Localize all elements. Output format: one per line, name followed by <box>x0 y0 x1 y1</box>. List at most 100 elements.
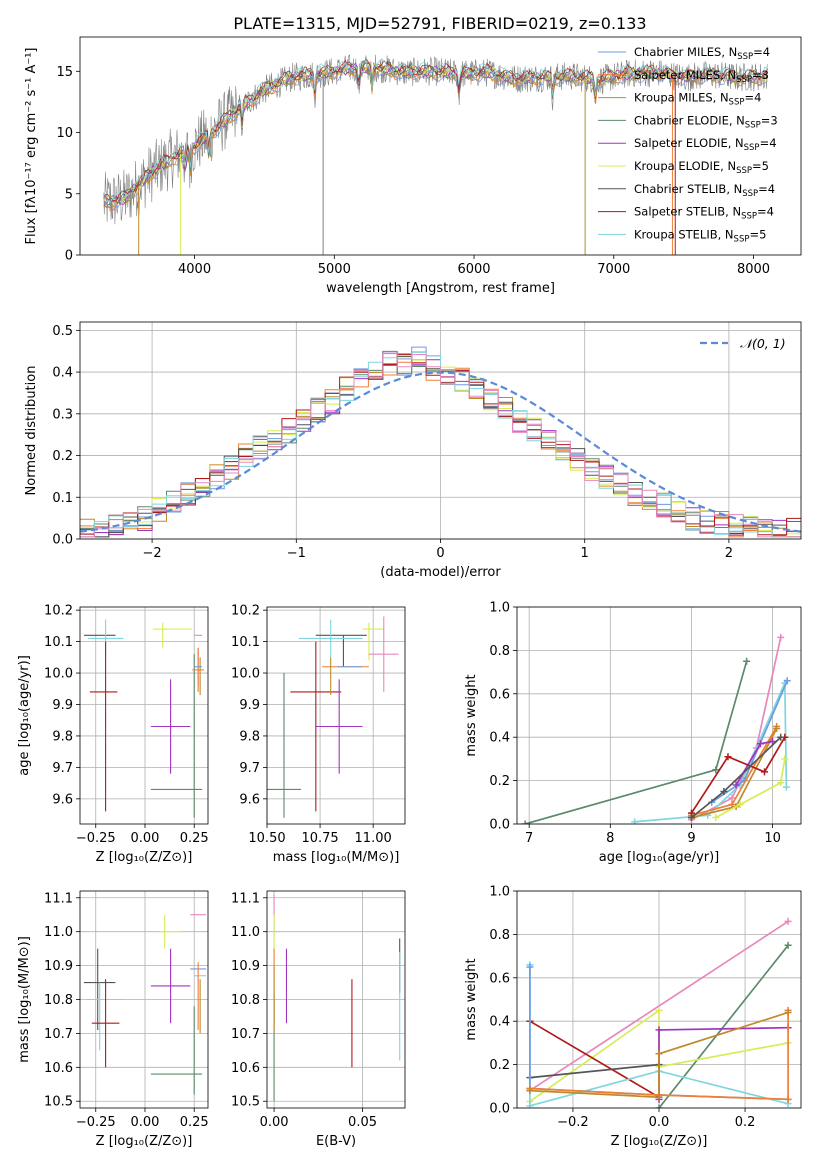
x-tick-label: 0.00 <box>131 831 160 846</box>
y-tick-label: 11.1 <box>44 891 73 906</box>
weight-line-chabrier-stelib <box>529 1063 660 1079</box>
x-tick-label: 10 <box>764 831 781 846</box>
x-tick-label: −0.25 <box>76 831 116 846</box>
spectrum-title: PLATE=1315, MJD=52791, FIBERID=0219, z=0… <box>233 14 646 33</box>
model-spectrum-kroupa-miles <box>103 64 768 209</box>
x-tick-label: 6000 <box>457 262 490 277</box>
y-tick-label: 0.2 <box>489 774 510 789</box>
x-axis-label: (data-model)/error <box>380 565 501 580</box>
legend-label-subscript: SSP <box>744 143 760 153</box>
y-tick-label: 10.1 <box>231 635 260 650</box>
hist-legend: 𝒩(0, 1) <box>700 336 786 351</box>
legend-label: Kroupa STELIB, NSSP=5 <box>634 227 766 244</box>
grid-ageZ <box>80 607 208 824</box>
chart-ageMass: 10.50 10.75 11.00 9.6 9.7 9.8 9.9 10.0 10.1 10.2 m… <box>231 604 406 865</box>
legend-label-text: Chabrier MILES, N <box>634 45 737 59</box>
weight-marker <box>521 820 529 824</box>
weight-line-kroupa-miles <box>529 1011 789 1099</box>
plot-area-ageMass <box>267 616 399 818</box>
x-axis-label: mass [log₁₀(M/M⊙)] <box>273 850 400 865</box>
weight-marker <box>631 818 639 824</box>
x-tick-label: 5000 <box>318 262 351 277</box>
x-tick-label: 1 <box>581 546 589 561</box>
axes-massEBV: 0.00 0.05 10.5 10.6 10.7 10.8 10.9 11.0 11.1 E(B-… <box>231 890 406 1149</box>
x-tick-label: −1 <box>287 546 306 561</box>
legend-label-nssp: =4 <box>758 182 775 196</box>
y-tick-label: 10.0 <box>231 667 260 682</box>
axes-frame-ageMass <box>266 606 406 825</box>
x-tick-label: 0.05 <box>348 1115 377 1130</box>
chart-massZ: −0.25 0.00 0.25 10.5 10.6 10.7 10.8 10.9 11.0 11.… <box>17 890 209 1149</box>
y-tick-label: 10.9 <box>44 959 73 974</box>
weight-marker <box>743 657 751 665</box>
legend-label-nssp: =5 <box>749 227 766 241</box>
plot-area-massZ <box>83 914 207 1095</box>
y-axis-label: mass [log₁₀(M/M⊙)] <box>17 936 32 1063</box>
weight-marker <box>687 813 695 821</box>
axes-frame-massEBV <box>266 890 406 1109</box>
x-axis-label: age [log₁₀(age/yr)] <box>599 850 720 865</box>
y-tick-label: 0.5 <box>52 324 73 339</box>
model-spectrum-salpeter-stelib <box>103 59 768 203</box>
y-tick-label: 9.9 <box>239 698 260 713</box>
data-spectrum <box>103 54 768 225</box>
weight-marker <box>777 779 785 787</box>
weight-marker <box>712 813 720 821</box>
y-axis-label: Normed distribution <box>24 366 39 496</box>
x-axis-label: Z [log₁₀(Z/Z⊙)] <box>611 1134 708 1149</box>
y-tick-label: 1.0 <box>489 885 510 900</box>
x-axis-label: Z [log₁₀(Z/Z⊙)] <box>96 850 193 865</box>
legend-label-subscript: SSP <box>736 166 752 176</box>
y-tick-label: 0.2 <box>489 1058 510 1073</box>
weight-marker <box>784 941 792 949</box>
legend-label-nssp: =3 <box>752 68 769 82</box>
axes-massZ: −0.25 0.00 0.25 10.5 10.6 10.7 10.8 10.9 11.0 11.… <box>17 890 209 1149</box>
weight-line-chabrier-elodie <box>658 944 789 1108</box>
y-tick-label: 10.1 <box>44 635 73 650</box>
y-tick-label: 9.6 <box>52 792 73 807</box>
weight-marker <box>655 1006 663 1014</box>
legend-label-text: Chabrier ELODIE, N <box>634 113 745 127</box>
y-tick-label: 10.2 <box>44 604 73 619</box>
histogram-extra <box>80 353 801 538</box>
legend-label-subscript: SSP <box>745 120 761 130</box>
plot-area-wAge <box>521 633 791 824</box>
weight-marker <box>526 1102 534 1108</box>
x-axis-label: E(B-V) <box>316 1134 356 1149</box>
weight-marker <box>728 794 736 802</box>
y-tick-label: 9.7 <box>52 761 73 776</box>
weight-marker <box>724 753 732 761</box>
chart-ageZ: −0.25 0.00 0.25 9.6 9.7 9.8 9.9 10.0 10.1 10.2 Z [… <box>17 604 209 865</box>
weight-marker <box>655 1050 663 1058</box>
axes-hist: −2 −1 0 1 2 0.0 0.1 0.2 0.3 0.4 0.5 (data-model)/er… <box>24 321 802 580</box>
weight-marker <box>782 783 790 791</box>
weight-line-salpeter-miles <box>529 1010 789 1101</box>
x-tick-label: −2 <box>143 546 162 561</box>
legend-label: Chabrier STELIB, NSSP=4 <box>634 182 775 199</box>
y-tick-label: 0.6 <box>489 687 510 702</box>
axes-frame-spectrum <box>79 36 802 256</box>
x-tick-label: 0.0 <box>649 1115 670 1130</box>
legend-label-nssp: =3 <box>761 113 778 127</box>
weight-line-extra <box>529 920 789 1092</box>
y-tick-label: 9.8 <box>239 729 260 744</box>
weight-marker <box>720 787 728 795</box>
y-tick-label: 10.6 <box>44 1061 73 1076</box>
legend-label: Chabrier ELODIE, NSSP=3 <box>634 113 778 130</box>
x-tick-label: −0.2 <box>557 1115 589 1130</box>
x-tick-label: 2 <box>725 546 733 561</box>
weight-marker <box>781 755 789 763</box>
y-tick-label: 9.8 <box>52 729 73 744</box>
legend-label: Kroupa ELODIE, NSSP=5 <box>634 159 769 176</box>
y-axis-label: mass weight <box>464 674 479 756</box>
x-tick-label: 0 <box>436 546 444 561</box>
legend-label-subscript: SSP <box>741 212 757 222</box>
x-tick-label: 10.75 <box>301 831 338 846</box>
y-tick-label: 11.0 <box>44 925 73 940</box>
weight-marker <box>756 740 764 748</box>
legend-label: Salpeter MILES, NSSP=3 <box>634 68 769 85</box>
legend-label-nssp: =4 <box>760 136 777 150</box>
x-tick-label: 11.00 <box>355 831 392 846</box>
y-tick-label: 10.9 <box>231 959 260 974</box>
axes-wAge: 7 8 9 10 0.0 0.2 0.4 0.6 0.8 1.0 age [log₁₀(age/yr… <box>464 601 802 865</box>
